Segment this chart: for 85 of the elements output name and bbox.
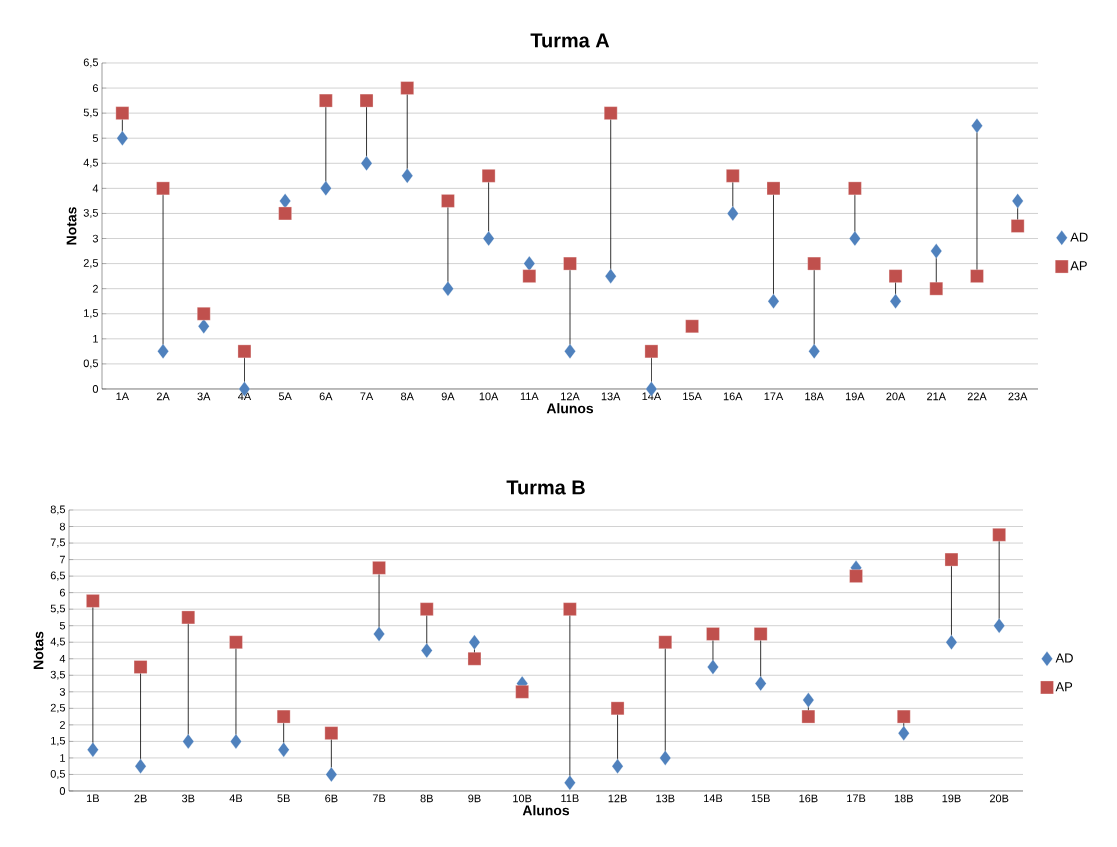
- x-tick-label: 8A: [400, 392, 414, 401]
- y-tick-label: 5: [59, 621, 66, 630]
- y-tick-label: 5: [92, 134, 99, 143]
- y-tick-label: 1: [93, 335, 98, 343]
- y-tick-label: 4,5: [83, 158, 99, 168]
- x-axis-title: Alunos: [522, 805, 570, 816]
- x-tick-label: 19B: [942, 794, 961, 803]
- legend-label: AP: [1070, 261, 1087, 271]
- x-tick-label: 20A: [886, 392, 906, 401]
- y-tick-label: 3: [92, 234, 98, 243]
- x-tick-label: 18A: [805, 392, 824, 401]
- y-tick-label: 6,5: [83, 58, 99, 68]
- x-tick-label: 4B: [229, 794, 243, 803]
- x-tick-label: 9B: [468, 794, 481, 803]
- y-tick-label: 0: [92, 385, 99, 393]
- x-tick-label: 12B: [608, 794, 627, 803]
- x-tick-label: 8B: [420, 794, 433, 803]
- y-tick-label: 0,5: [83, 359, 99, 369]
- x-tick-label: 15A: [683, 392, 702, 401]
- x-tick-label: 1A: [116, 392, 130, 401]
- y-tick-label: 2: [92, 284, 98, 293]
- x-tick-label: 10A: [479, 392, 499, 401]
- legend-label: AP: [1055, 682, 1073, 692]
- y-tick-label: 8: [59, 522, 65, 531]
- x-tick-label: 1B: [86, 794, 99, 803]
- x-tick-label: 21A: [927, 392, 946, 401]
- x-tick-label: 13A: [601, 392, 621, 401]
- y-tick-label: 4,5: [50, 637, 66, 647]
- y-tick-label: 5,5: [83, 108, 99, 118]
- y-tick-label: 5,5: [50, 604, 66, 614]
- x-tick-label: 3A: [197, 392, 211, 401]
- x-tick-label: 20B: [989, 794, 1009, 803]
- y-tick-label: 4: [59, 654, 66, 663]
- chart-title: Turma B: [506, 480, 585, 495]
- y-tick-label: 7: [59, 555, 65, 564]
- y-tick-label: 7,5: [50, 538, 66, 548]
- x-tick-label: 18B: [894, 794, 913, 803]
- chart-title: Turma A: [530, 33, 610, 48]
- x-tick-label: 10B: [513, 794, 532, 803]
- x-tick-label: 14B: [704, 794, 723, 803]
- x-tick-label: 5B: [277, 794, 290, 803]
- x-tick-label: 12A: [561, 392, 580, 401]
- y-tick-label: 8,5: [50, 505, 66, 515]
- legend-label: AD: [1055, 653, 1073, 663]
- x-tick-label: 11A: [520, 392, 539, 401]
- x-tick-label: 3B: [181, 794, 195, 803]
- y-tick-label: 6,5: [50, 571, 66, 581]
- x-tick-label: 6B: [325, 794, 338, 803]
- x-tick-label: 2B: [134, 794, 147, 803]
- y-tick-label: 1: [60, 754, 65, 762]
- y-tick-label: 4: [92, 184, 99, 193]
- x-tick-label: 4A: [237, 392, 252, 401]
- y-axis-title: Notas: [66, 207, 77, 245]
- x-tick-label: 16B: [799, 794, 818, 803]
- x-tick-label: 16A: [723, 392, 743, 401]
- y-tick-label: 2: [59, 721, 65, 729]
- y-tick-label: 0: [59, 787, 66, 795]
- x-tick-label: 7B: [372, 794, 386, 803]
- x-tick-label: 11B: [561, 794, 579, 803]
- y-tick-label: 6: [92, 84, 98, 92]
- x-tick-label: 6A: [319, 392, 333, 401]
- legend-label: AD: [1070, 232, 1088, 242]
- x-tick-label: 5A: [278, 392, 292, 401]
- x-tick-label: 17B: [847, 794, 866, 803]
- y-tick-label: 6: [59, 588, 65, 597]
- y-tick-label: 3,5: [50, 670, 66, 680]
- x-tick-label: 9A: [441, 392, 455, 401]
- x-tick-label: 14A: [642, 392, 662, 401]
- x-tick-label: 17A: [764, 392, 784, 401]
- y-tick-label: 3,5: [83, 208, 99, 218]
- y-tick-label: 1,5: [84, 309, 99, 319]
- x-tick-label: 22A: [967, 392, 987, 401]
- y-tick-label: 1,5: [51, 736, 66, 746]
- x-tick-label: 15B: [751, 794, 770, 803]
- y-tick-label: 0,5: [50, 769, 66, 779]
- x-axis-title: Alunos: [546, 403, 594, 414]
- y-tick-label: 2,5: [83, 259, 99, 269]
- x-tick-label: 23A: [1008, 392, 1028, 401]
- x-tick-label: 19A: [845, 392, 865, 401]
- y-tick-label: 2,5: [50, 703, 66, 713]
- y-tick-label: 3: [59, 687, 65, 696]
- y-axis-title: Notas: [33, 631, 44, 669]
- x-tick-label: 2A: [156, 392, 170, 401]
- x-tick-label: 13B: [656, 794, 675, 803]
- x-tick-label: 7A: [360, 392, 374, 401]
